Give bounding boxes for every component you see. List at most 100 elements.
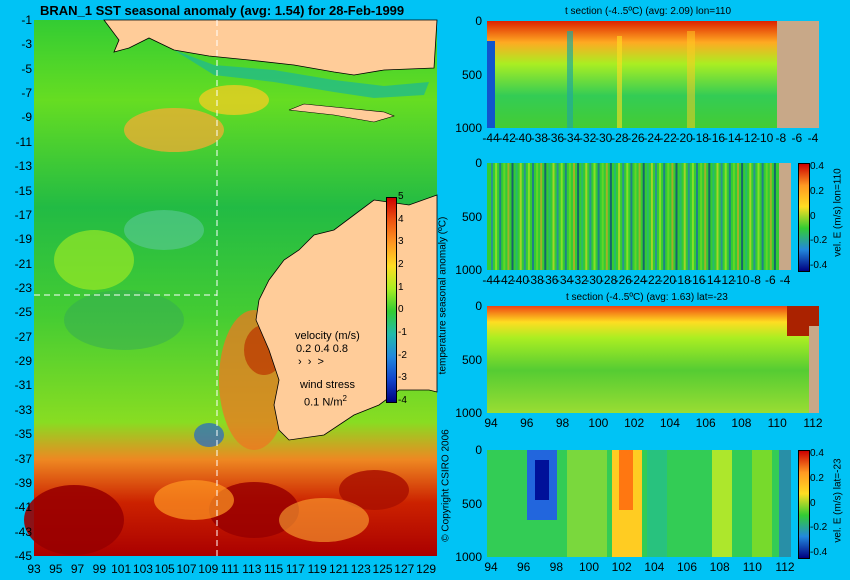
map-colorbar-tick: 3 <box>398 236 404 248</box>
panel1-x-tick: -26 <box>627 131 645 145</box>
vel-stripe <box>655 163 657 270</box>
map-colorbar <box>386 197 397 403</box>
panel4-x-tick: 98 <box>549 560 563 574</box>
map-x-tick: 123 <box>350 562 371 576</box>
panel2-colorbar-tick: 0.4 <box>810 161 824 172</box>
panel2-x-tick: -24 <box>629 273 647 287</box>
map-colorbar-tick: -3 <box>398 372 407 384</box>
panel1-x-tick: -34 <box>562 131 581 145</box>
vel-stripe <box>605 163 608 270</box>
map-colorbar-tick: -1 <box>398 327 407 338</box>
panel4-colorbar-tick: -0.4 <box>810 547 828 558</box>
vel-stripe <box>753 163 756 270</box>
panel1-x-tick: -16 <box>707 131 726 145</box>
vel-stripe <box>532 163 534 270</box>
map-y-tick: -31 <box>14 378 32 393</box>
map-y-tick: -15 <box>14 183 32 198</box>
panel4-colorbar <box>798 450 810 559</box>
panel2-x-tick: -28 <box>599 273 618 287</box>
panel1-x-tick: -18 <box>691 131 709 145</box>
map-x-tick: 95 <box>49 562 63 576</box>
vel-stripe <box>581 163 584 270</box>
panel1-x-tick: -4 <box>807 131 819 145</box>
map-title: BRAN_1 SST seasonal anomaly (avg: 1.54) … <box>40 3 405 18</box>
panel1-x-tick: -14 <box>723 131 742 145</box>
panel3-x-tick: 102 <box>624 416 645 430</box>
vel-stripe <box>757 163 760 270</box>
vel-stripe <box>687 163 690 270</box>
panel4-x-tick: 108 <box>709 560 730 574</box>
panel4-colorbar-tick: 0.2 <box>810 472 824 484</box>
map-x-tick: 109 <box>198 562 219 576</box>
vel-stripe <box>573 163 575 270</box>
panel4-x-tick: 96 <box>516 560 531 574</box>
map-y-tick: -27 <box>14 329 32 344</box>
panel4-x-tick: 94 <box>484 560 498 574</box>
panel1-temp-section-lon <box>487 21 819 128</box>
velocity-label: velocity (m/s) <box>295 330 360 342</box>
panel2-colorbar-tick: 0 <box>810 210 816 222</box>
map-x-tick: 93 <box>27 562 41 576</box>
map-y-tick: -3 <box>21 37 32 52</box>
panel2-x-tick: -40 <box>511 273 530 287</box>
vel-stripe <box>716 163 719 270</box>
map-x-tick: 115 <box>264 562 284 576</box>
panel3-x-tick: 98 <box>555 416 570 430</box>
panel3-x-tick: 104 <box>659 416 680 430</box>
vel-stripe <box>650 163 653 270</box>
vel-stripe <box>568 163 571 270</box>
panel1-x-tick: -20 <box>675 131 693 145</box>
panel2-x-tick: -16 <box>688 273 706 287</box>
vel-stripe <box>769 163 772 270</box>
panel4-x-tick: 110 <box>742 560 762 574</box>
vel-stripe <box>696 163 698 270</box>
vel-stripe <box>519 163 522 270</box>
panel1-x-tick: -36 <box>546 131 565 145</box>
panel3-x-tick: 96 <box>520 416 534 430</box>
vel-stripe <box>712 163 715 270</box>
panel2-x-tick: -32 <box>570 273 588 287</box>
vel-stripe <box>737 163 739 270</box>
map-y-tick: -39 <box>14 475 32 490</box>
panel2-x-tick: -12 <box>717 273 735 287</box>
map-y-tick: -5 <box>21 61 32 76</box>
map-x-tick: 97 <box>70 562 85 576</box>
map-y-tick: -45 <box>14 549 32 563</box>
map-x-tick: 101 <box>111 562 132 576</box>
vel-stripe <box>634 163 637 270</box>
panel4-colorbar-tick: 0 <box>810 497 816 509</box>
panel3-x-tick: 108 <box>731 416 752 430</box>
vel-stripe <box>515 163 518 270</box>
map-colorbar-tick: 5 <box>398 191 404 202</box>
map-x-tick: 107 <box>176 562 197 576</box>
vel-stripe <box>724 163 727 270</box>
vel-stripe <box>540 163 543 270</box>
vel-stripe <box>511 163 514 270</box>
panel1-x-tick: -22 <box>659 131 677 145</box>
vel-stripe <box>491 163 493 270</box>
panel1-y-tick: 500 <box>461 67 482 82</box>
map-y-tick: -25 <box>14 305 32 320</box>
vel-stripe <box>679 163 682 270</box>
vel-stripe <box>499 163 502 270</box>
vel-stripe <box>527 163 530 270</box>
vel-stripe <box>564 163 567 270</box>
vel-stripe <box>626 163 629 270</box>
map-x-tick: 117 <box>285 562 305 576</box>
vel-stripe <box>683 163 686 270</box>
vel-stripe <box>495 163 498 270</box>
panel2-x-tick: -10 <box>732 273 750 287</box>
vel-stripe <box>593 163 596 270</box>
map-colorbar-tick: 1 <box>398 281 404 293</box>
panel2-x-tick: -30 <box>585 273 603 287</box>
vel-stripe <box>659 163 662 270</box>
sst-anomaly-map <box>24 19 438 556</box>
panel4-y-tick: 500 <box>461 496 482 511</box>
vel-stripe <box>704 163 707 270</box>
panel2-x-tick: -20 <box>658 273 677 287</box>
panel2-x-tick: -34 <box>555 273 574 287</box>
map-x-tick: 111 <box>220 562 240 576</box>
panel4-x-tick: 100 <box>578 560 600 574</box>
panel1-x-tick: -12 <box>739 131 758 145</box>
vel-stripe <box>671 163 674 270</box>
